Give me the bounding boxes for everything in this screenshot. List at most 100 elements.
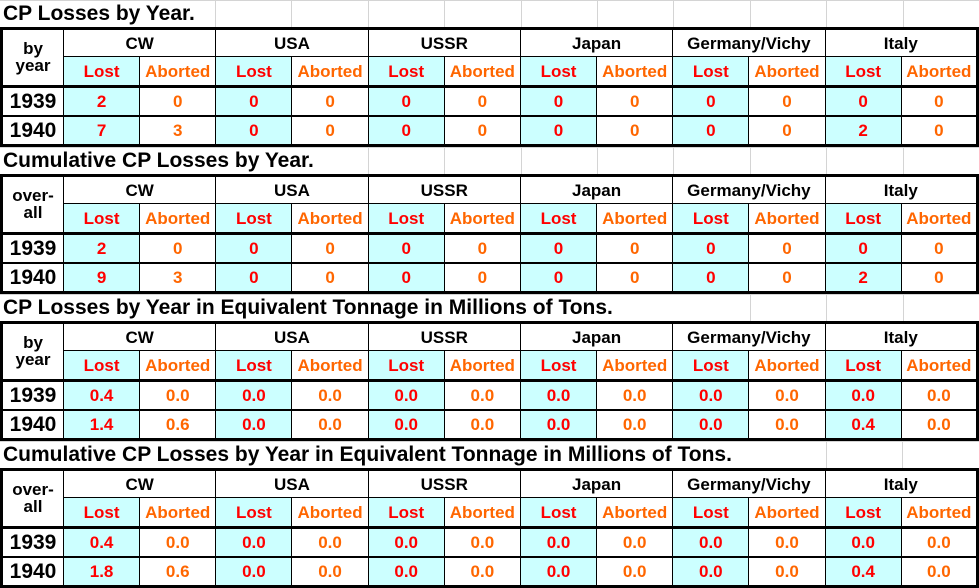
- country-header-germany-vichy: Germany/Vichy: [672, 468, 826, 499]
- grid-cell: [520, 148, 597, 174]
- value-cell: 0.4: [824, 555, 902, 587]
- country-header-ussr: USSR: [367, 174, 521, 205]
- value-cell: 0.0: [291, 525, 369, 558]
- value-cell: 0: [596, 231, 674, 264]
- value-cell: 0.0: [367, 408, 445, 440]
- country-header-germany-vichy: Germany/Vichy: [672, 174, 826, 205]
- country-header-usa: USA: [215, 27, 369, 58]
- value-cell: 0.0: [596, 378, 674, 411]
- losses-table: by year CW USA USSR Japan Germany/Vichy I…: [0, 27, 979, 147]
- value-cell: 0.6: [139, 408, 217, 440]
- value-cell: 0: [748, 114, 826, 146]
- lost-header: Lost: [367, 56, 445, 87]
- value-cell: 0: [519, 231, 598, 264]
- value-cell: 0.0: [291, 378, 369, 411]
- lost-header: Lost: [215, 203, 293, 234]
- country-header-germany-vichy: Germany/Vichy: [672, 321, 826, 352]
- value-cell: 0: [139, 231, 217, 264]
- lost-header: Lost: [519, 350, 598, 381]
- country-header-germany-vichy: Germany/Vichy: [672, 27, 826, 58]
- value-cell: 0.0: [519, 408, 598, 440]
- lost-header: Lost: [672, 350, 750, 381]
- grid-cell: [444, 148, 520, 174]
- title-row: CP Losses by Year.: [0, 0, 979, 27]
- value-cell: 0: [900, 84, 979, 117]
- grid-cell: [367, 1, 444, 27]
- country-header-ussr: USSR: [367, 468, 521, 499]
- grid-cell: [367, 148, 444, 174]
- value-cell: 0.0: [900, 525, 979, 558]
- grid-cell: [902, 148, 979, 174]
- value-cell: 0: [215, 231, 293, 264]
- aborted-header: Aborted: [443, 350, 521, 381]
- year-cell: 1939: [1, 84, 64, 117]
- section-cp-losses-by-year: CP Losses by Year. by year CW USA USSR Ja…: [0, 0, 979, 147]
- value-cell: 0: [596, 84, 674, 117]
- aborted-header: Aborted: [139, 203, 217, 234]
- value-cell: 0: [215, 261, 293, 293]
- value-cell: 0.0: [367, 525, 445, 558]
- aborted-header: Aborted: [748, 497, 826, 528]
- value-cell: 0: [443, 84, 521, 117]
- losses-table: by year CW USA USSR Japan Germany/Vichy I…: [0, 321, 979, 441]
- losses-table: over-all CW USA USSR Japan Germany/Vichy…: [0, 468, 979, 588]
- lost-header: Lost: [824, 350, 902, 381]
- country-header-row: over-all CW USA USSR Japan Germany/Vichy…: [1, 174, 979, 234]
- value-cell: 0.0: [215, 378, 293, 411]
- value-cell: 0: [443, 261, 521, 293]
- value-cell: 0.0: [215, 525, 293, 558]
- row-axis-label: over-all: [1, 175, 64, 234]
- aborted-header: Aborted: [139, 497, 217, 528]
- section-cp-losses-tonnage: CP Losses by Year in Equivalent Tonnage …: [0, 294, 979, 441]
- value-cell: 0.0: [900, 378, 979, 411]
- row-axis-line2: year: [15, 56, 51, 76]
- aborted-header: Aborted: [596, 56, 674, 87]
- aborted-header: Aborted: [900, 350, 979, 381]
- value-cell: 0: [215, 84, 293, 117]
- grid-cell: [673, 1, 749, 27]
- value-cell: 0: [900, 114, 979, 146]
- year-cell: 1940: [1, 261, 64, 293]
- aborted-header: Aborted: [900, 497, 979, 528]
- value-cell: 0.0: [291, 408, 369, 440]
- row-axis-label: over-all: [1, 469, 64, 528]
- value-cell: 0.0: [215, 408, 293, 440]
- value-cell: 0: [672, 261, 750, 293]
- value-cell: 0: [672, 114, 750, 146]
- grid-cell: [215, 1, 291, 27]
- row-axis-label: by year: [1, 28, 64, 87]
- table-row-1940: 1940 1.8 0.6 0.0 0.0 0.0 0.0 0.0 0.0 0.0 0.0 …: [1, 555, 979, 587]
- row-axis-line1: over-: [12, 186, 54, 206]
- value-cell: 0: [367, 231, 445, 264]
- value-cell: 0.0: [900, 408, 979, 440]
- grid-cell: [826, 442, 902, 468]
- grid-cell: [902, 442, 978, 468]
- value-cell: 0: [900, 261, 979, 293]
- value-cell: 0.0: [519, 378, 598, 411]
- value-cell: 0.0: [596, 555, 674, 587]
- lost-header: Lost: [62, 497, 141, 528]
- country-header-japan: Japan: [519, 27, 674, 58]
- value-cell: 0: [519, 261, 598, 293]
- value-cell: 0: [291, 261, 369, 293]
- value-cell: 0.4: [62, 525, 141, 558]
- section-title: Cumulative CP Losses by Year in Equivale…: [3, 443, 732, 466]
- value-cell: 0: [748, 231, 826, 264]
- aborted-header: Aborted: [139, 350, 217, 381]
- value-cell: 0: [900, 231, 979, 264]
- lost-header: Lost: [824, 203, 902, 234]
- grid-cell: [596, 1, 673, 27]
- lost-header: Lost: [519, 497, 598, 528]
- lost-header: Lost: [519, 56, 598, 87]
- grid-cell: [902, 1, 979, 27]
- value-cell: 0.0: [748, 378, 826, 411]
- country-header-ussr: USSR: [367, 27, 521, 58]
- row-axis-line1: over-: [12, 480, 54, 500]
- value-cell: 2: [824, 114, 902, 146]
- value-cell: 0.0: [748, 408, 826, 440]
- grid-cell: [826, 295, 902, 321]
- country-header-cw: CW: [62, 27, 217, 58]
- value-cell: 0: [291, 114, 369, 146]
- row-axis-line1: by: [23, 39, 43, 59]
